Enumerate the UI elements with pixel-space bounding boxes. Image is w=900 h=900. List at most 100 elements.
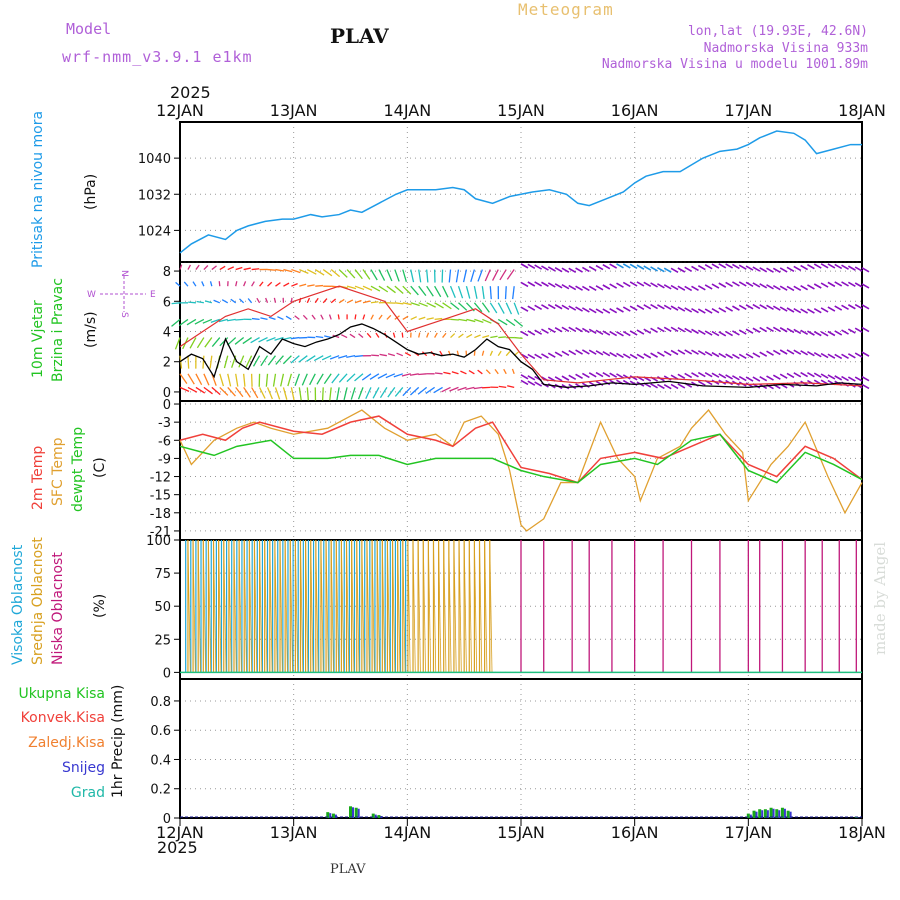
wind-arrow — [203, 265, 209, 271]
year-top: 2025 — [170, 83, 211, 102]
wind-arrow — [346, 373, 356, 383]
wind-arrow — [259, 281, 264, 287]
wind-arrow — [235, 387, 244, 398]
wind-arrow — [189, 337, 197, 349]
wind-arrow — [258, 336, 268, 343]
wind-arrow — [441, 386, 451, 393]
wind-arrow — [362, 269, 371, 280]
wind-arrow — [663, 326, 672, 332]
wind-arrow — [290, 355, 300, 364]
wind-arrow — [226, 318, 236, 322]
wind-arrow — [643, 281, 652, 287]
snow-bar — [334, 814, 337, 818]
wind-arrow — [307, 284, 315, 287]
wind-arrow — [195, 386, 206, 394]
wind-arrow — [378, 314, 383, 320]
wind-arrow — [718, 307, 727, 313]
wind-arrow — [677, 267, 686, 273]
wind-arrow — [458, 333, 464, 339]
wind-arrow — [379, 353, 387, 357]
altitude-label: Nadmorska Visina 933m — [703, 41, 868, 56]
wind-arrow — [807, 308, 815, 314]
wind-arrow — [434, 302, 444, 309]
wind-arrow — [786, 285, 795, 292]
wind-arrow — [219, 386, 229, 396]
wind-arrow — [629, 353, 638, 360]
wind-arrow — [568, 284, 577, 291]
mid-cloud-bar — [412, 539, 416, 673]
wind-arrow — [725, 306, 733, 312]
wind-arrow — [402, 285, 412, 295]
wind-arrow — [541, 265, 549, 271]
dewpt-line — [179, 433, 863, 484]
wind-arrow — [663, 284, 672, 290]
wind-arrow — [752, 376, 761, 382]
wind-arrow — [320, 314, 324, 320]
mid-cloud-bar — [243, 539, 247, 673]
wind-arrow — [188, 301, 196, 304]
wind-arrow — [738, 329, 747, 335]
mid-cloud-bar — [427, 539, 432, 673]
wind-arrow — [541, 353, 549, 359]
wind-arrow — [793, 349, 802, 355]
mid-cloud-bar — [202, 539, 206, 673]
wind-arrow — [299, 268, 309, 274]
precip-bar — [377, 815, 381, 818]
mid-cloud-bar — [269, 539, 273, 673]
wind-arrow — [718, 373, 727, 379]
wind-arrow — [369, 373, 380, 380]
wind-arrow — [290, 336, 300, 340]
wind-arrow — [321, 355, 332, 361]
wind-arrow — [362, 300, 371, 304]
compass-n: N — [119, 270, 129, 277]
wind-arrow — [697, 380, 706, 386]
wind-arrow — [267, 281, 273, 287]
wind-arrow — [362, 285, 373, 291]
wind-arrow — [834, 281, 843, 287]
wind-arrow — [243, 387, 251, 398]
mid-cloud-bar — [330, 539, 334, 673]
wind-arrow — [847, 265, 856, 271]
wind-arrow — [847, 304, 856, 310]
wind-arrow — [793, 265, 802, 272]
wind-arrow — [282, 387, 288, 400]
wind-arrow — [354, 285, 365, 291]
wind-arrow — [807, 263, 815, 270]
wind-arrow — [595, 264, 604, 271]
wind-arrow — [670, 326, 679, 333]
wind-arrow — [847, 281, 856, 288]
wind-arrow — [554, 351, 563, 357]
wind-arrow — [520, 379, 529, 386]
mid-cloud-bar — [397, 539, 401, 673]
wind-arrow — [473, 302, 483, 313]
wind-arrow — [657, 304, 665, 310]
x-tick-label-top: 18JAN — [838, 101, 886, 120]
wind-arrow — [684, 266, 693, 273]
wind-arrow — [725, 281, 733, 288]
wind-arrow — [458, 302, 468, 311]
wind-arrow — [847, 328, 856, 334]
wind-arrow — [534, 281, 543, 287]
snow-bar — [772, 808, 775, 818]
wind-arrow — [272, 373, 277, 387]
wind-arrow — [316, 373, 324, 385]
wind-arrow — [772, 284, 781, 291]
wind-arrow — [725, 330, 733, 337]
wind-arrow — [466, 318, 476, 323]
precip-bar — [763, 809, 767, 818]
wind-arrow — [602, 350, 611, 357]
wind-arrow — [477, 269, 483, 282]
wind-arrow — [800, 264, 809, 271]
wind-arrow — [349, 333, 356, 339]
wind-arrow — [732, 353, 740, 360]
wind-arrow — [213, 299, 221, 304]
wind-arrow — [465, 386, 475, 391]
wind-arrow — [361, 373, 372, 381]
wind-arrow — [473, 386, 483, 390]
wind-arrow — [595, 308, 604, 314]
wind-arrow — [294, 315, 300, 320]
wind-arrow — [718, 352, 727, 359]
snow-bar — [749, 814, 752, 818]
wind-arrow — [354, 314, 357, 320]
wind-arrow — [793, 307, 802, 314]
